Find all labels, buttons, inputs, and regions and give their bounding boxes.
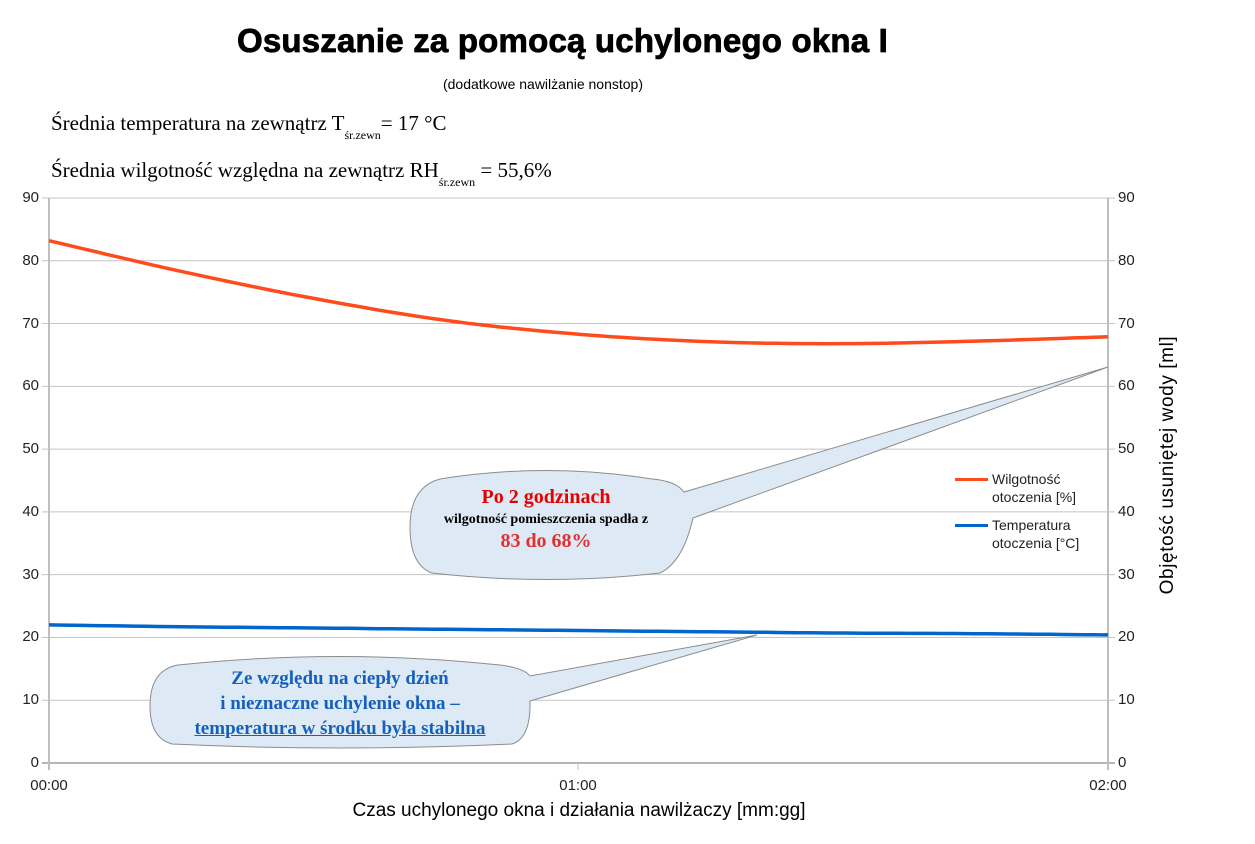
legend-swatch-temperature <box>955 524 988 527</box>
outside-temperature-subscript: śr.zewn <box>344 128 381 142</box>
right-y-tick-label: 60 <box>1118 377 1135 395</box>
outside-temperature-value: = 17 °C <box>380 111 447 135</box>
outside-temperature-info: Średnia temperatura na zewnątrz Tśr.zewn… <box>51 111 447 143</box>
temperature-callout-line3: temperatura w środku była stabilna <box>194 718 486 739</box>
right-y-tick-label: 30 <box>1118 565 1135 583</box>
x-tick-label: 02:00 <box>1089 777 1127 794</box>
x-axis-title: Czas uchylonego okna i działania nawilża… <box>352 800 806 821</box>
right-y-tick-label: 90 <box>1118 189 1135 206</box>
outside-humidity-value: = 55,6% <box>475 158 552 182</box>
left-y-tick-label: 90 <box>22 189 39 206</box>
x-tick-label: 00:00 <box>30 777 68 794</box>
temperature-callout: Ze względu na ciepły dzień i nieznaczne … <box>150 666 530 741</box>
temperature-callout-shape <box>149 634 758 749</box>
legend-label-humidity: Wilgotność otoczenia [%] <box>992 471 1077 505</box>
right-y-tick-label: 40 <box>1118 502 1135 520</box>
right-y-tick-label: 50 <box>1118 440 1135 458</box>
chart-subtitle: (dodatkowe nawilżanie nonstop) <box>442 76 643 92</box>
right-y-tick-label: 80 <box>1118 251 1135 269</box>
legend-item-temperature: Temperatura otoczenia [°C] <box>955 516 1092 552</box>
right-y-tick-label: 0 <box>1118 754 1127 771</box>
outside-humidity-info: Średnia wilgotność względna na zewnątrz … <box>51 158 552 190</box>
right-y-tick-label: 70 <box>1118 314 1135 332</box>
right-y-tick-label: 20 <box>1118 628 1135 646</box>
right-y-tick-label: 10 <box>1118 691 1135 709</box>
right-y-axis-title: Objętość usuniętej wody [ml] <box>1157 335 1178 595</box>
humidity-callout-heading: Po 2 godzinach <box>481 486 611 508</box>
humidity-callout: Po 2 godzinach wilgotność pomieszczenia … <box>410 480 682 553</box>
temperature-series-line <box>48 623 1108 637</box>
left-y-tick-label: 10 <box>22 691 39 709</box>
x-tick-label: 01:00 <box>559 777 597 794</box>
legend-item-humidity: Wilgotność otoczenia [%] <box>955 470 1092 506</box>
left-y-tick-label: 60 <box>22 377 39 395</box>
chart-legend: Wilgotność otoczenia [%] Temperatura oto… <box>955 470 1092 562</box>
outside-temperature-label: Średnia temperatura na zewnątrz T <box>51 111 345 135</box>
humidity-callout-text: wilgotność pomieszczenia spadła z <box>443 512 649 527</box>
left-y-tick-label: 20 <box>22 628 39 646</box>
temperature-callout-line1: Ze względu na ciepły dzień <box>231 668 449 689</box>
left-y-tick-label: 40 <box>22 502 39 520</box>
humidity-series-line <box>48 238 1109 346</box>
outside-humidity-label: Średnia wilgotność względna na zewnątrz … <box>51 158 439 182</box>
left-y-tick-label: 80 <box>22 251 39 269</box>
chart-title: Osuszanie za pomocą uchylonego okna I <box>236 22 889 60</box>
left-y-tick-label: 50 <box>22 440 39 458</box>
legend-label-temperature: Temperatura otoczenia [°C] <box>992 517 1080 551</box>
left-y-tick-label: 30 <box>22 565 39 583</box>
outside-humidity-subscript: śr.zewn <box>438 175 476 189</box>
temperature-callout-line2: i nieznaczne uchylenie okna – <box>220 693 460 714</box>
humidity-callout-shape <box>409 366 1109 580</box>
humidity-callout-values: 83 do 68% <box>500 530 592 552</box>
left-y-tick-label: 70 <box>22 314 39 332</box>
legend-swatch-humidity <box>955 478 988 481</box>
left-y-tick-label: 0 <box>30 754 39 771</box>
